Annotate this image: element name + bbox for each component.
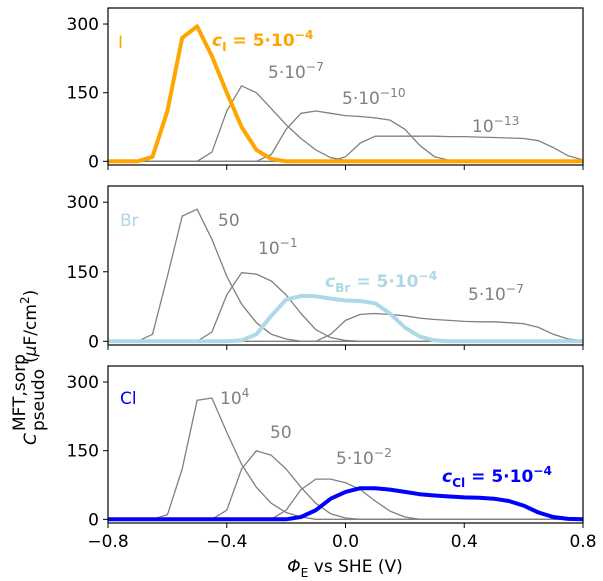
line-series (108, 312, 584, 342)
label-part: I (222, 40, 227, 54)
annotation: 5·10−2 (336, 446, 392, 469)
x-tick-label: 0.0 (332, 532, 359, 552)
label-part: 10 (258, 239, 280, 259)
label-part: vs SHE (V) (308, 557, 402, 577)
x-tick-label: −0.8 (87, 532, 128, 552)
label-part: 10 (220, 389, 242, 409)
y-label-sup: MFT,sorp (10, 354, 30, 431)
label-part: = 5·10 (465, 467, 533, 487)
label-part: μ (21, 345, 41, 357)
label-part: Cl (452, 476, 465, 490)
label-part: −4 (533, 464, 552, 478)
label-part: 5·10 (336, 449, 374, 469)
annotation: 50 (218, 211, 240, 231)
y-label-main: C (21, 433, 41, 445)
y-tick-label: 150 (67, 263, 99, 283)
label-part: Br (335, 281, 350, 295)
plot-frame (107, 7, 584, 166)
y-tick-label: 150 (67, 442, 99, 462)
x-tick-label: 0.8 (569, 532, 596, 552)
annotation: I (118, 33, 123, 53)
x-tick-label: −0.4 (206, 532, 247, 552)
annotation: 10−1 (258, 236, 298, 259)
y-tick-label: 300 (67, 373, 99, 393)
line-series (108, 24, 583, 164)
label-part: I (118, 33, 123, 53)
label-part: 4 (242, 386, 250, 400)
annotation: 5·10−10 (342, 86, 406, 109)
y-tick-label: 0 (88, 152, 99, 172)
y-tick-label: 0 (88, 332, 99, 352)
y-label-sub: pseudo (29, 369, 49, 431)
label-part: −13 (494, 114, 520, 128)
y-tick-label: 300 (67, 193, 99, 213)
annotation: cBr = 5·10−4 (325, 269, 437, 295)
x-axis-label: ΦE vs SHE (V) (287, 557, 402, 580)
line-series (108, 293, 583, 344)
label-part: 5·10 (342, 89, 380, 109)
annotation: cI = 5·10−4 (212, 28, 313, 54)
label-part: −7 (506, 282, 524, 296)
y-label-unit: (μF/cm2) (18, 290, 41, 363)
label-part: 2 (18, 296, 32, 304)
label-part: ( (21, 356, 41, 363)
line-series (108, 208, 583, 342)
label-part: −7 (306, 60, 324, 74)
y-tick-label: 300 (67, 15, 99, 35)
label-part: −10 (380, 86, 406, 100)
label-part: = 5·10 (227, 31, 295, 51)
label-part: ) (21, 290, 41, 297)
line-series (108, 486, 584, 522)
label-part: Cl (120, 389, 137, 409)
label-part: c (212, 31, 222, 51)
y-tick-label: 150 (67, 84, 99, 104)
label-part: E (301, 566, 309, 580)
annotation: 10−13 (472, 114, 519, 137)
label-part: Br (120, 211, 139, 231)
label-part: 50 (218, 211, 240, 231)
annotation: cCl = 5·10−4 (442, 464, 552, 490)
annotation: 5·10−7 (468, 282, 524, 305)
label-part: −2 (374, 446, 392, 460)
label-part: −1 (280, 236, 298, 250)
label-part: 5·10 (268, 63, 306, 83)
x-tick-label: 0.4 (451, 532, 478, 552)
line-series (108, 135, 584, 162)
plot-frame (107, 185, 584, 346)
label-part: = 5·10 (350, 272, 418, 292)
label-part: −4 (418, 269, 437, 283)
label-part: 50 (270, 423, 292, 443)
label-part: c (325, 272, 335, 292)
annotation: Cl (120, 389, 137, 409)
annotation: Br (120, 211, 139, 231)
annotation: 50 (270, 423, 292, 443)
label-part: Φ (287, 557, 300, 577)
label-part: F/cm (21, 304, 41, 345)
y-axis-label: C MFT,sorp pseudo (μF/cm2) (10, 290, 49, 445)
label-part: −4 (295, 28, 314, 42)
label-part: 10 (472, 117, 494, 137)
label-part: 5·10 (468, 285, 506, 305)
annotation: 104 (220, 386, 250, 409)
annotation: 5·10−7 (268, 60, 324, 83)
label-part: c (442, 467, 452, 487)
y-tick-label: 0 (88, 510, 99, 530)
plot-frame (107, 365, 584, 524)
